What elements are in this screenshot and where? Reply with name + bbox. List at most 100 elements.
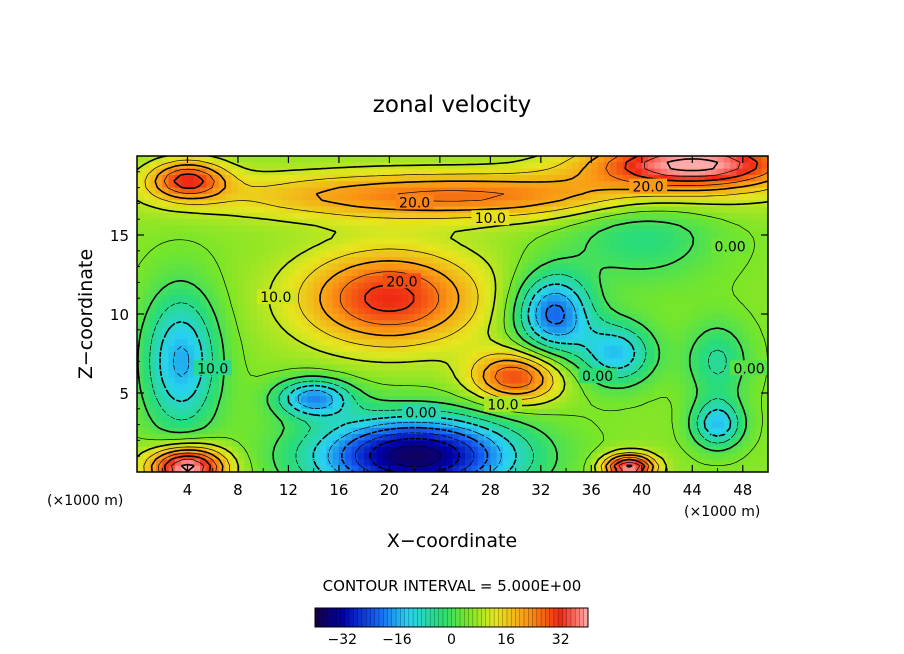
field-cell <box>502 383 510 391</box>
field-cell <box>326 377 334 385</box>
field-cell <box>736 440 744 448</box>
field-cell <box>622 181 630 189</box>
field-cell <box>603 320 611 328</box>
field-cell <box>231 339 239 347</box>
field-cell <box>742 446 750 454</box>
field-cell <box>446 187 454 195</box>
field-cell <box>288 212 296 220</box>
field-cell <box>439 231 447 239</box>
field-cell <box>534 377 542 385</box>
field-cell <box>616 244 624 252</box>
field-cell <box>711 402 719 410</box>
field-cell <box>414 351 422 359</box>
field-cell <box>338 440 346 448</box>
field-cell <box>471 238 479 246</box>
field-cell <box>162 193 170 201</box>
field-cell <box>559 364 567 372</box>
field-cell <box>149 200 157 208</box>
field-cell <box>711 156 719 163</box>
field-cell <box>521 269 529 277</box>
field-cell <box>521 193 529 201</box>
field-cell <box>250 200 258 208</box>
field-cell <box>364 168 372 176</box>
field-cell <box>282 351 290 359</box>
field-cell <box>749 339 756 347</box>
field-cell <box>635 168 643 176</box>
field-cell <box>433 193 441 201</box>
field-cell <box>376 276 384 283</box>
field-cell <box>168 320 176 328</box>
field-cell <box>749 320 756 328</box>
field-cell <box>534 370 542 378</box>
field-cell <box>654 295 662 302</box>
field-cell <box>515 307 523 315</box>
field-cell <box>269 326 277 334</box>
field-cell <box>263 446 271 454</box>
field-cell <box>502 288 510 296</box>
field-cell <box>641 434 649 441</box>
field-cell <box>629 396 637 404</box>
field-cell <box>364 415 372 423</box>
field-cell <box>559 187 567 195</box>
field-cell <box>433 358 441 366</box>
field-cell <box>660 257 668 265</box>
field-cell <box>332 402 340 410</box>
field-cell <box>149 389 157 397</box>
field-cell <box>383 269 390 277</box>
field-cell <box>408 389 416 397</box>
field-cell <box>610 257 618 265</box>
field-cell <box>351 351 359 359</box>
field-cell <box>162 459 170 467</box>
field-cell <box>364 459 372 467</box>
field-cell <box>660 263 668 271</box>
field-cell <box>452 263 460 271</box>
field-cell <box>616 238 624 246</box>
field-cell <box>679 415 687 423</box>
field-cell <box>692 440 700 448</box>
field-cell <box>585 339 592 347</box>
field-cell <box>635 389 643 397</box>
field-cell <box>275 314 283 321</box>
field-cell <box>458 288 466 296</box>
field-cell <box>420 351 428 359</box>
field-cell <box>585 276 592 283</box>
field-cell <box>313 383 321 391</box>
field-cell <box>597 295 605 302</box>
field-cell <box>137 446 144 454</box>
field-cell <box>566 200 573 208</box>
field-cell <box>648 440 656 448</box>
field-cell <box>408 263 416 271</box>
field-cell <box>225 421 233 429</box>
field-cell <box>313 314 321 321</box>
field-cell <box>521 339 529 347</box>
field-cell <box>660 446 668 454</box>
field-cell <box>597 345 605 353</box>
field-cell <box>294 162 302 170</box>
field-cell <box>749 219 756 227</box>
field-cell <box>622 358 630 366</box>
field-cell <box>458 181 466 189</box>
field-cell <box>389 408 397 416</box>
field-cell <box>237 351 245 359</box>
field-cell <box>477 377 485 385</box>
field-cell <box>572 288 580 296</box>
field-cell <box>206 377 214 385</box>
field-cell <box>263 370 271 378</box>
field-cell <box>509 301 517 309</box>
field-cell <box>313 276 321 283</box>
field-cell <box>559 181 567 189</box>
field-cell <box>692 238 700 246</box>
field-cell <box>187 351 195 359</box>
field-cell <box>629 351 637 359</box>
field-cell <box>256 453 264 460</box>
field-cell <box>181 389 189 397</box>
field-cell <box>484 162 491 170</box>
field-cell <box>509 364 517 372</box>
field-cell <box>137 358 144 366</box>
field-cell <box>181 244 189 252</box>
field-cell <box>717 427 725 435</box>
field-cell <box>648 193 656 201</box>
field-cell <box>654 206 662 214</box>
field-cell <box>383 446 390 454</box>
field-cell <box>761 408 768 416</box>
